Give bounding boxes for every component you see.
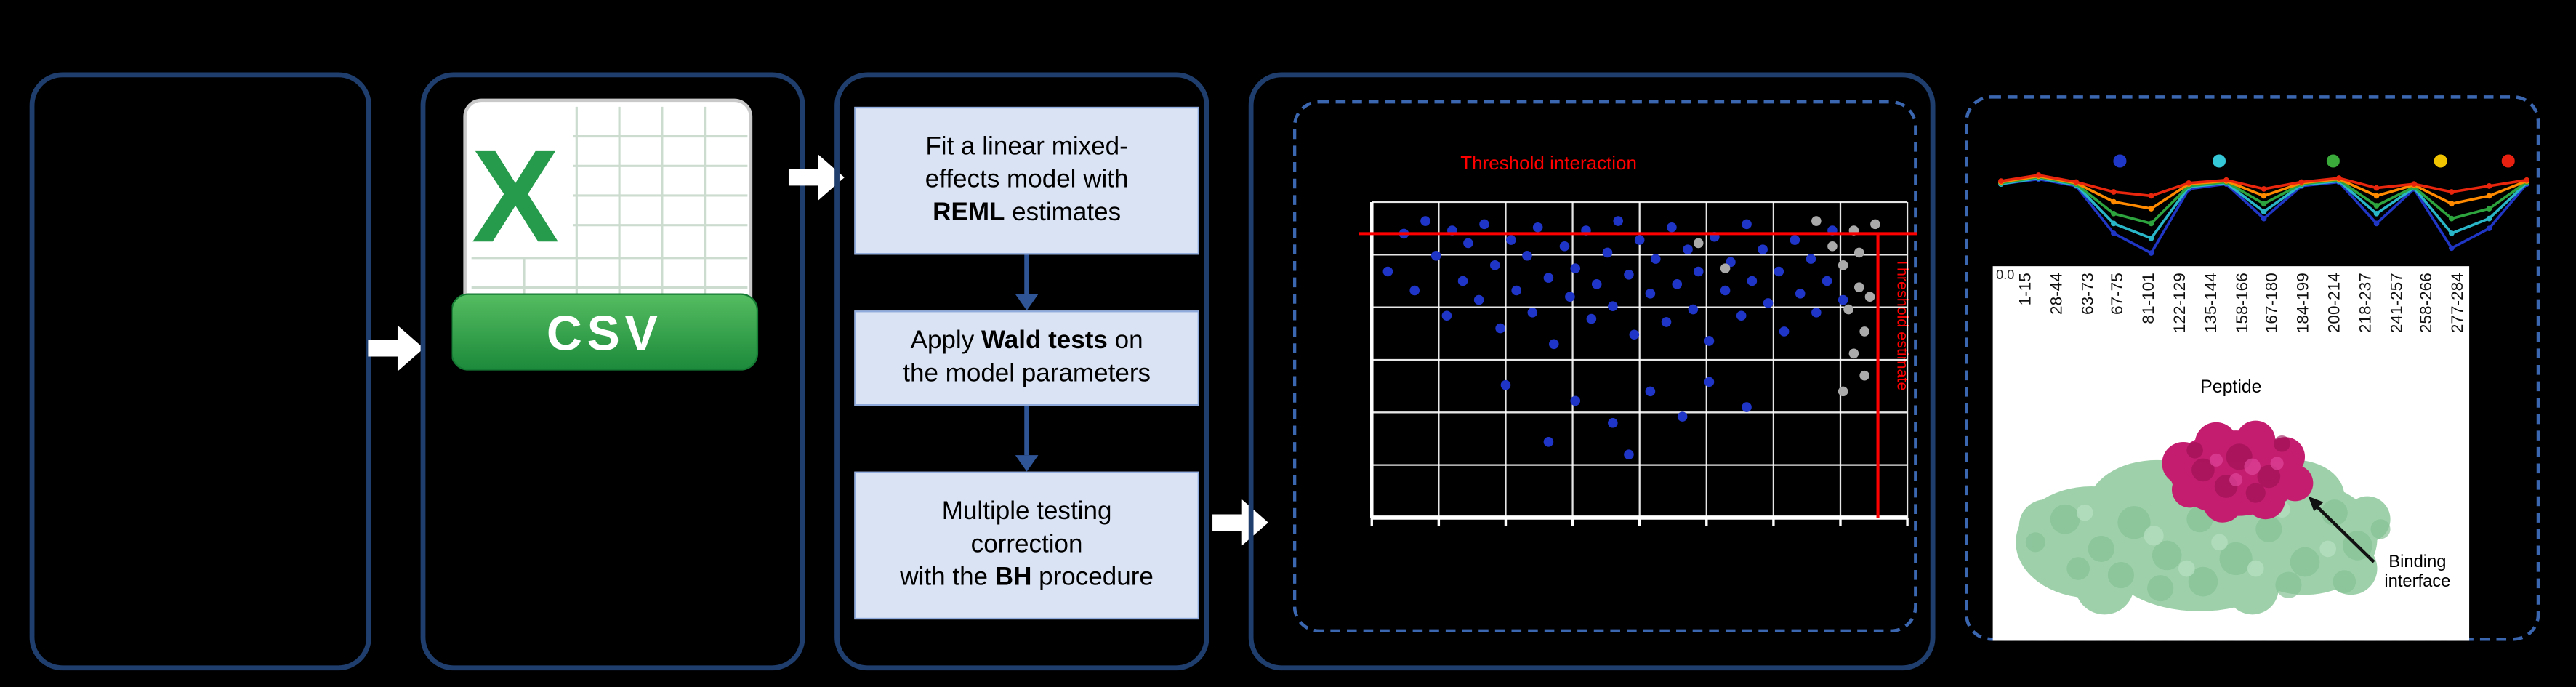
peptide-tick-label: 184-199 — [2295, 273, 2314, 334]
step-multiple-testing: Multiple testing correction with the BH pr… — [854, 471, 1199, 620]
peptide-tick-label: 277-284 — [2450, 273, 2468, 334]
y-axis-tick-label: 0.0 — [1996, 268, 2015, 283]
threshold-scatter-plot: Threshold interaction Threshold estimate — [1359, 152, 1917, 526]
peptide-tick-labels: 1-15 28-44 63-73 67-75 81-101 122-129 135-144 1… — [1993, 266, 2469, 381]
flow-arrow-1 — [368, 325, 424, 371]
flow-arrow-3 — [1212, 499, 1268, 546]
protein-structure-image — [2016, 420, 2391, 615]
threshold-estimate-label: Threshold estimate — [1894, 258, 1912, 391]
step-fit-model: Fit a linear mixed-effects model with REM… — [854, 106, 1199, 255]
binding-interface-region — [2162, 420, 2314, 523]
peptide-tick-label: 1-15 — [2017, 273, 2036, 306]
panel-csv-file: X CSV — [420, 72, 805, 671]
peptide-panel: 0.0 1-15 28-44 63-73 67-75 81-101 122-129 135-… — [1992, 266, 2470, 641]
panel-statistics-steps: Fit a linear mixed-effects model with REM… — [834, 72, 1209, 671]
flow-arrow-2 — [788, 154, 845, 201]
peptide-tick-label: 158-166 — [2233, 273, 2252, 334]
step-wald-tests-text: Apply Wald tests on the model parameters — [903, 327, 1151, 388]
threshold-interaction-label: Threshold interaction — [1460, 152, 1637, 174]
uptake-line-chart — [1998, 154, 2530, 256]
binding-interface-label: Binding interface — [2384, 552, 2451, 592]
step-wald-tests: Apply Wald tests on the model parameters — [854, 310, 1199, 406]
peptide-axis-title: Peptide — [2200, 377, 2262, 398]
panel-input — [29, 72, 371, 671]
csv-banner — [451, 293, 759, 371]
peptide-tick-label: 218-237 — [2356, 273, 2375, 334]
peptide-tick-label: 167-180 — [2264, 273, 2283, 334]
peptide-tick-label: 258-266 — [2418, 273, 2437, 334]
peptide-tick-label: 241-257 — [2388, 273, 2407, 334]
structure-dashed-box: 0.0 1-15 28-44 63-73 67-75 81-101 122-129 135-… — [1965, 95, 2540, 641]
panel-results: Threshold interaction Threshold estimate — [1248, 72, 1936, 671]
peptide-tick-label: 122-129 — [2171, 273, 2190, 334]
excel-x-glyph: X — [472, 123, 560, 270]
peptide-tick-label: 200-214 — [2326, 273, 2345, 334]
step-fit-model-text: Fit a linear mixed-effects model with REM… — [925, 134, 1129, 227]
peptide-tick-label: 81-101 — [2141, 273, 2160, 324]
peptide-tick-label: 135-144 — [2202, 273, 2221, 334]
volcano-dashed-box: Threshold interaction Threshold estimate — [1292, 100, 1917, 633]
peptide-tick-label: 63-73 — [2079, 273, 2098, 316]
csv-banner-label: CSV — [547, 306, 663, 361]
peptide-tick-label: 67-75 — [2109, 273, 2128, 316]
step-multiple-testing-text: Multiple testing correction with the BH pr… — [900, 498, 1154, 592]
csv-file-icon: X CSV — [451, 98, 759, 371]
step-arrow-1 — [1015, 254, 1039, 311]
peptide-tick-label: 28-44 — [2048, 273, 2066, 316]
step-arrow-2 — [1015, 406, 1039, 472]
